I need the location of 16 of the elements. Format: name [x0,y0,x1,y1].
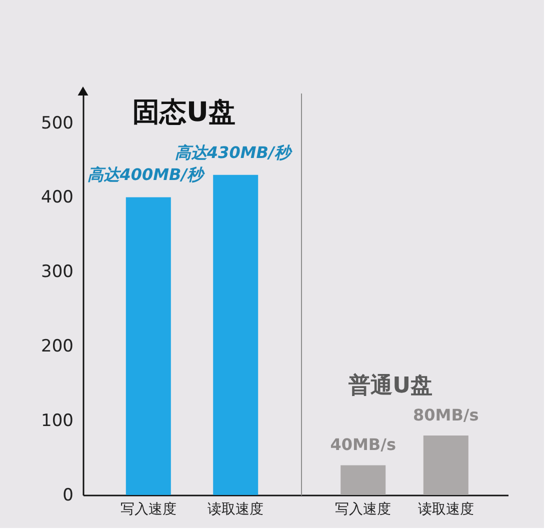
data-label: 高达430MB/秒 [174,142,292,162]
data-label: 高达400MB/秒 [88,165,206,184]
data-label: 40MB/s [330,435,396,454]
chart-title: 固态U盘 [132,97,236,128]
x-tick-label: 写入速度 [335,502,392,518]
x-tick-label: 读取速度 [418,502,474,518]
data-label: 80MB/s [413,405,479,424]
y-tick-label: 0 [62,486,74,506]
y-tick-label: 400 [41,188,74,208]
y-tick-label: 200 [41,336,74,357]
x-tick-label: 读取速度 [208,502,264,518]
y-tick-label: 500 [41,113,74,134]
x-tick-label: 写入速度 [120,502,176,518]
text: 普通U盘 [348,372,432,398]
y-tick-label: 300 [41,262,74,282]
y-tick-label: 100 [41,411,74,432]
